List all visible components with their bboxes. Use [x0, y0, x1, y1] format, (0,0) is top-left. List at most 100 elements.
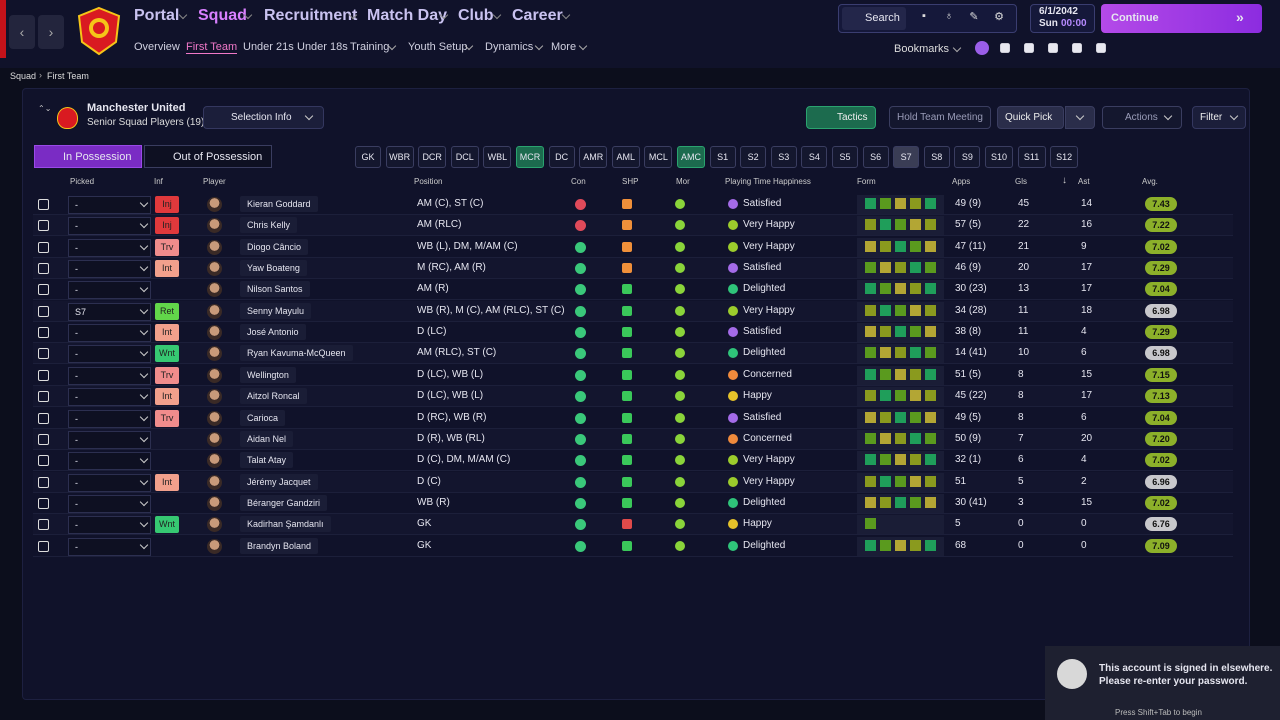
- player-name[interactable]: Nilson Santos: [240, 281, 310, 298]
- picked-dropdown[interactable]: -: [68, 537, 151, 556]
- submenu-item[interactable]: Overview: [134, 41, 180, 53]
- checkbox[interactable]: [38, 220, 49, 232]
- checkbox[interactable]: [38, 519, 49, 531]
- player-name[interactable]: Chris Kelly: [240, 217, 298, 234]
- picked-dropdown[interactable]: -: [68, 473, 151, 492]
- column-header[interactable]: Mor: [676, 177, 690, 186]
- picked-dropdown[interactable]: -: [68, 409, 151, 428]
- column-header[interactable]: Avg.: [1142, 177, 1158, 186]
- action-button[interactable]: Tactics: [806, 106, 876, 129]
- picked-dropdown[interactable]: -: [68, 388, 151, 407]
- picked-dropdown[interactable]: -: [68, 345, 151, 364]
- position-filter[interactable]: WBR: [385, 146, 414, 168]
- submenu-item[interactable]: Under 18s: [297, 41, 348, 53]
- shortcut-icon[interactable]: [1072, 43, 1082, 53]
- tool-icon[interactable]: ✎: [969, 11, 979, 23]
- menu-item[interactable]: Match Day: [367, 7, 448, 24]
- position-filter[interactable]: MCR: [516, 146, 544, 168]
- action-button[interactable]: Hold Team Meeting: [889, 106, 991, 129]
- action-button[interactable]: Filter: [1192, 106, 1246, 129]
- picked-dropdown[interactable]: -: [68, 281, 151, 300]
- breadcrumb[interactable]: First Team: [47, 71, 89, 81]
- position-filter[interactable]: DCL: [450, 146, 479, 168]
- action-button[interactable]: Actions: [1102, 106, 1182, 129]
- checkbox[interactable]: [38, 263, 49, 275]
- player-name[interactable]: Ryan Kavuma-McQueen: [240, 345, 353, 362]
- submenu-item[interactable]: Training: [350, 41, 390, 53]
- player-name[interactable]: Kieran Goddard: [240, 196, 318, 212]
- player-name[interactable]: José Antonio: [240, 324, 306, 341]
- checkbox[interactable]: [38, 476, 49, 488]
- checkbox[interactable]: [38, 391, 49, 403]
- back-button[interactable]: ‹: [9, 15, 35, 49]
- tool-icon[interactable]: ⚙: [994, 11, 1004, 23]
- menu-item[interactable]: Recruitment: [264, 7, 358, 24]
- collapse-arrows[interactable]: ⌃⌄: [38, 104, 52, 113]
- column-header[interactable]: Picked: [70, 177, 95, 186]
- checkbox[interactable]: [38, 199, 49, 210]
- picked-dropdown[interactable]: S7: [68, 302, 151, 321]
- column-header[interactable]: Player: [203, 177, 226, 186]
- checkbox[interactable]: [38, 241, 49, 253]
- checkbox[interactable]: [38, 455, 49, 467]
- position-filter[interactable]: AMR: [579, 146, 608, 168]
- tab[interactable]: In Possession: [34, 145, 142, 168]
- position-filter[interactable]: S2: [740, 146, 767, 168]
- position-filter[interactable]: S3: [770, 146, 797, 168]
- player-name[interactable]: Carioca: [240, 409, 286, 426]
- tab[interactable]: Out of Possession: [144, 145, 272, 168]
- picked-dropdown[interactable]: -: [68, 238, 151, 257]
- position-filter[interactable]: S7: [893, 146, 920, 168]
- menu-item[interactable]: Career: [512, 7, 563, 24]
- position-filter[interactable]: DCR: [418, 146, 447, 168]
- checkbox[interactable]: [38, 433, 49, 445]
- shortcut-icon[interactable]: [1024, 43, 1034, 53]
- player-name[interactable]: Kadirhan Şamdanlı: [240, 516, 331, 533]
- position-filter[interactable]: AMC: [677, 146, 705, 168]
- column-header[interactable]: Ast: [1078, 177, 1090, 186]
- picked-dropdown[interactable]: -: [68, 217, 151, 236]
- player-name[interactable]: Jérémy Jacquet: [240, 473, 318, 490]
- position-filter[interactable]: S9: [954, 146, 981, 168]
- selection-info[interactable]: Selection Info: [203, 106, 324, 129]
- submenu-item[interactable]: First Team: [186, 41, 238, 54]
- position-filter[interactable]: WBL: [483, 146, 512, 168]
- player-name[interactable]: Yaw Boateng: [240, 260, 307, 277]
- player-name[interactable]: Wellington: [240, 366, 296, 383]
- checkbox[interactable]: [38, 412, 49, 424]
- position-filter[interactable]: S10: [985, 146, 1013, 168]
- position-filter[interactable]: S8: [923, 146, 950, 168]
- position-filter[interactable]: DC: [548, 146, 575, 168]
- column-header[interactable]: SHP: [622, 177, 639, 186]
- picked-dropdown[interactable]: -: [68, 494, 151, 513]
- forward-button[interactable]: ›: [38, 15, 64, 49]
- search-button[interactable]: Search: [842, 7, 906, 30]
- player-name[interactable]: Aitzol Roncal: [240, 388, 307, 405]
- column-header[interactable]: Position: [414, 177, 443, 186]
- position-filter[interactable]: S4: [801, 146, 828, 168]
- shortcut-icon[interactable]: [1096, 43, 1106, 53]
- column-header[interactable]: Gls: [1015, 177, 1027, 186]
- tool-icon[interactable]: ▪: [922, 10, 926, 22]
- column-header[interactable]: Playing Time Happiness: [725, 177, 811, 186]
- shortcut-icon[interactable]: [1048, 43, 1058, 53]
- column-header[interactable]: Form: [857, 177, 876, 186]
- position-filter[interactable]: S5: [832, 146, 858, 168]
- submenu-item[interactable]: More: [551, 41, 577, 53]
- position-filter[interactable]: S1: [709, 146, 736, 168]
- menu-item[interactable]: Squad: [198, 7, 247, 24]
- checkbox[interactable]: [38, 369, 49, 381]
- tool-icon[interactable]: ♁: [944, 10, 954, 22]
- bookmarks[interactable]: Bookmarks: [894, 43, 950, 55]
- picked-dropdown[interactable]: -: [68, 452, 151, 471]
- position-filter[interactable]: S6: [862, 146, 889, 168]
- shortcut-icon[interactable]: [1000, 43, 1010, 53]
- player-name[interactable]: Brandyn Boland: [240, 537, 319, 554]
- position-filter[interactable]: MCL: [644, 146, 673, 168]
- picked-dropdown[interactable]: -: [68, 260, 151, 279]
- player-name[interactable]: Senny Mayulu: [240, 302, 312, 319]
- position-filter[interactable]: S12: [1050, 146, 1079, 168]
- picked-dropdown[interactable]: -: [68, 516, 151, 535]
- position-filter[interactable]: AML: [611, 146, 640, 168]
- checkbox[interactable]: [38, 540, 49, 552]
